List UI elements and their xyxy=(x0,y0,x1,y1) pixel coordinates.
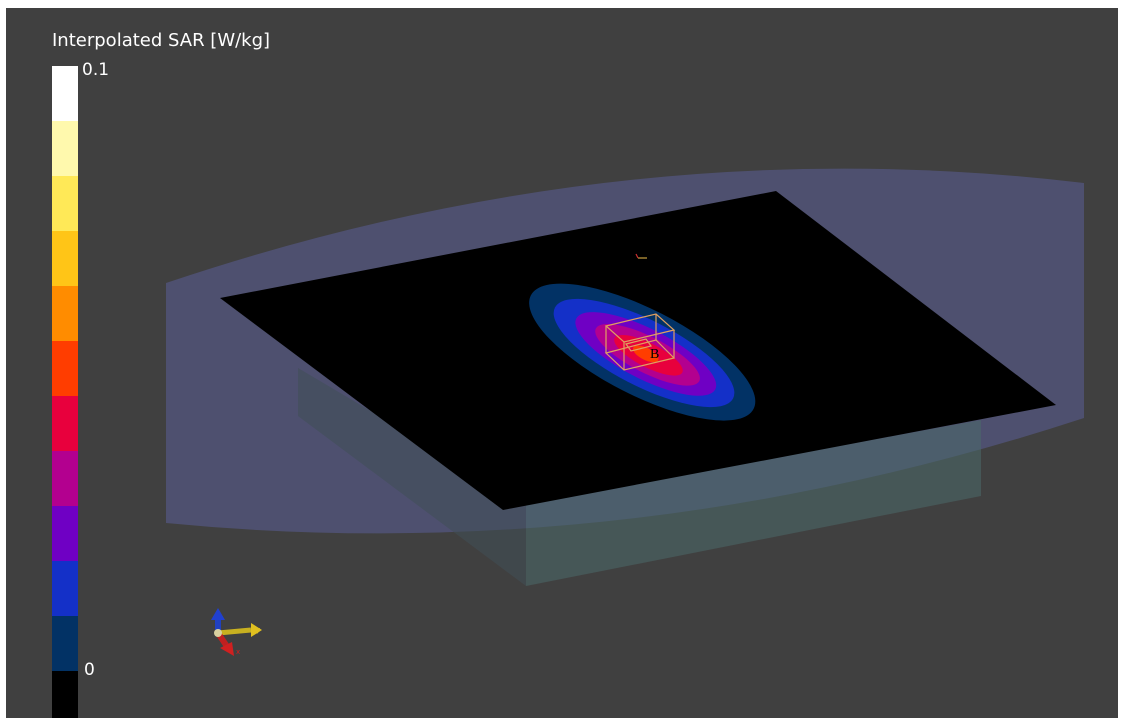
colorbar-segment xyxy=(52,66,78,121)
colorbar-min-label: 0 xyxy=(84,660,95,680)
probe-label: B xyxy=(650,347,659,362)
colorbar-segment xyxy=(52,396,78,451)
colorbar-segment xyxy=(52,506,78,561)
colorbar-segment xyxy=(52,176,78,231)
colorbar-max-label: 0.1 xyxy=(82,60,110,80)
phantom-box-side xyxy=(298,368,526,586)
sar-scene[interactable]: B y x xyxy=(6,8,1118,718)
colorbar-segment xyxy=(52,451,78,506)
origin-marker-icon xyxy=(635,253,647,259)
axis-x-label: x xyxy=(236,648,240,656)
colorbar-segment xyxy=(52,121,78,176)
colorbar xyxy=(52,66,78,718)
colorbar-segment xyxy=(52,231,78,286)
colorbar-segment xyxy=(52,671,78,718)
axis-triad-icon[interactable]: y x xyxy=(211,608,262,656)
probe-wireframe xyxy=(604,313,676,371)
3d-viewport[interactable]: B y x Interpolated SAR [W/kg] 0.1 0 xyxy=(6,8,1118,718)
axis-y-label: y xyxy=(256,626,260,634)
colorbar-segment xyxy=(52,561,78,616)
colorbar-segment xyxy=(52,286,78,341)
legend-title: Interpolated SAR [W/kg] xyxy=(52,30,271,51)
phantom-box-front xyxy=(526,420,981,586)
colorbar-segment xyxy=(52,341,78,396)
colorbar-segment xyxy=(52,616,78,671)
